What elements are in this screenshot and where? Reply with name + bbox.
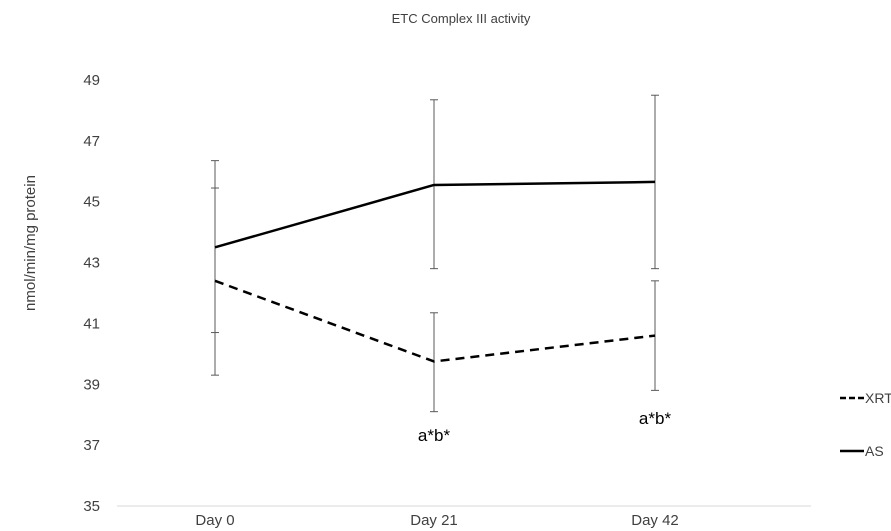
x-tick-label: Day 0 bbox=[195, 512, 234, 529]
significance-annotation: a*b* bbox=[639, 409, 672, 428]
y-tick-label: 37 bbox=[83, 437, 100, 454]
legend-label-xrt: XRT bbox=[865, 390, 891, 406]
y-tick-label: 39 bbox=[83, 376, 100, 393]
y-axis-label: nmol/min/mg protein bbox=[22, 175, 39, 311]
plot-area: 35 37 39 41 43 45 47 49 Day 0 Day 21 Day 42 a*b* a*b… bbox=[83, 72, 891, 529]
x-tick-label: Day 21 bbox=[410, 512, 458, 529]
y-tick-label: 45 bbox=[83, 194, 100, 211]
significance-annotation: a*b* bbox=[418, 426, 451, 445]
legend-label-as: AS bbox=[865, 443, 884, 459]
y-tick-label: 49 bbox=[83, 72, 100, 89]
series-line-as bbox=[214, 180, 656, 249]
y-tick-label: 41 bbox=[83, 315, 100, 332]
y-tick-label: 47 bbox=[83, 133, 100, 150]
chart-title: ETC Complex III activity bbox=[392, 11, 531, 26]
series-line-xrt bbox=[214, 279, 656, 363]
y-tick-label: 35 bbox=[83, 498, 100, 515]
y-tick-label: 43 bbox=[83, 255, 100, 272]
x-tick-label: Day 42 bbox=[631, 512, 679, 529]
